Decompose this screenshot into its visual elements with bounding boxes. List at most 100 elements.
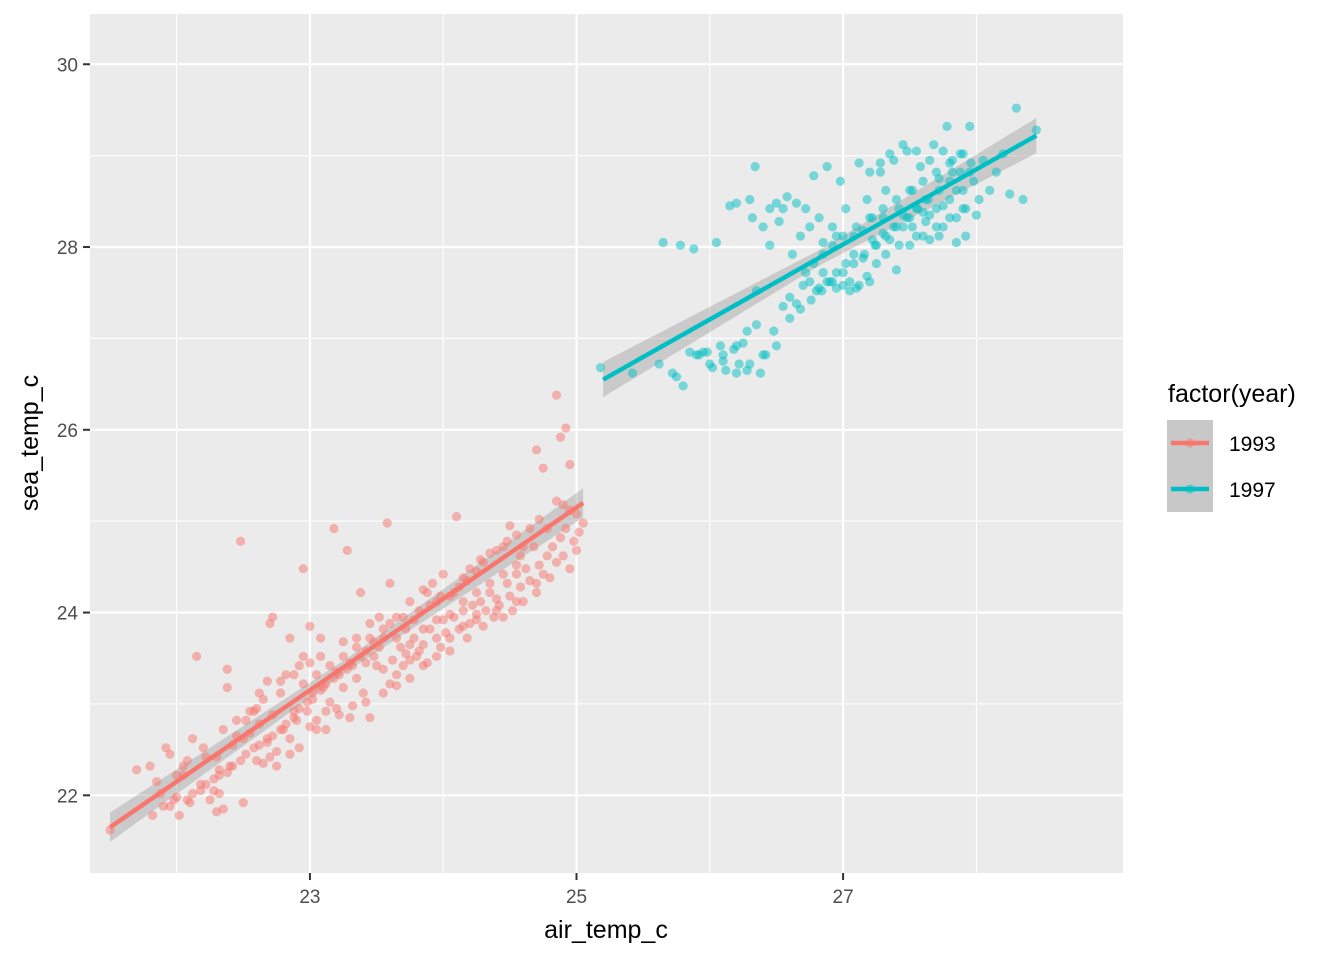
- data-point-1993: [425, 624, 435, 634]
- data-point-1997: [865, 213, 875, 223]
- data-point-1997: [898, 140, 908, 150]
- data-point-1997: [931, 167, 941, 177]
- data-point-1997: [1005, 189, 1015, 199]
- data-point-1993: [182, 795, 192, 805]
- data-point-1993: [435, 642, 446, 652]
- legend-key-point: [1185, 438, 1195, 448]
- data-point-1993: [507, 606, 518, 616]
- data-point-1993: [525, 523, 535, 534]
- data-point-1997: [831, 268, 842, 278]
- data-point-1993: [321, 706, 331, 716]
- axes: 23 25 27 22 24 26 28 30: [57, 55, 854, 908]
- data-point-1997: [969, 176, 979, 186]
- data-point-1993: [315, 633, 326, 643]
- data-point-1993: [498, 612, 508, 622]
- data-point-1997: [849, 258, 859, 269]
- data-point-1993: [315, 685, 326, 695]
- data-point-1993: [475, 596, 486, 607]
- data-point-1997: [942, 121, 952, 132]
- data-point-1997: [654, 359, 664, 369]
- data-point-1997: [731, 198, 742, 208]
- y-tick-label: 26: [57, 421, 78, 442]
- data-point-1993: [294, 743, 304, 753]
- data-point-1993: [196, 786, 206, 796]
- data-point-1993: [302, 706, 312, 716]
- y-tick-label: 30: [57, 55, 78, 76]
- data-point-1997: [822, 162, 832, 172]
- data-point-1993: [198, 743, 208, 753]
- data-point-1997: [958, 149, 968, 159]
- data-point-1997: [985, 185, 995, 195]
- data-point-1997: [881, 249, 891, 259]
- data-point-1993: [565, 564, 575, 574]
- data-point-1997: [818, 237, 828, 248]
- data-point-1993: [228, 761, 238, 771]
- data-point-1993: [551, 390, 562, 400]
- data-point-1993: [534, 514, 544, 524]
- data-point-1993: [365, 633, 375, 643]
- data-point-1993: [465, 564, 475, 574]
- data-point-1993: [315, 651, 326, 662]
- data-point-1997: [705, 359, 715, 369]
- data-point-1993: [214, 788, 224, 799]
- data-point-1993: [148, 810, 158, 821]
- data-point-1993: [387, 655, 398, 665]
- data-point-1997: [818, 268, 828, 278]
- data-point-1993: [365, 713, 375, 723]
- data-point-1997: [805, 277, 815, 287]
- data-point-1993: [531, 578, 542, 588]
- data-point-1997: [1031, 125, 1041, 135]
- data-point-1993: [491, 545, 502, 556]
- legend-label-1997: 1997: [1229, 479, 1276, 502]
- data-point-1997: [913, 204, 923, 214]
- data-point-1997: [951, 185, 961, 195]
- data-point-1993: [254, 688, 264, 698]
- data-point-1997: [731, 368, 742, 378]
- data-point-1993: [378, 624, 388, 634]
- data-point-1993: [289, 670, 299, 680]
- data-point-1993: [174, 810, 184, 821]
- data-point-1993: [325, 697, 335, 707]
- data-point-1993: [561, 523, 571, 534]
- legend-item-1993: 1993: [1167, 420, 1276, 466]
- data-point-1993: [498, 569, 508, 579]
- data-point-1997: [918, 176, 928, 186]
- data-point-1997: [891, 222, 902, 232]
- data-point-1993: [502, 578, 512, 588]
- fit-lines: [108, 133, 1038, 830]
- data-point-1993: [538, 463, 548, 473]
- data-point-1993: [511, 569, 522, 579]
- data-point-1997: [718, 350, 728, 360]
- data-point-1997: [751, 320, 762, 330]
- data-point-1993: [305, 658, 315, 668]
- data-point-1993: [232, 715, 242, 725]
- data-point-1993: [445, 646, 455, 656]
- data-point-1993: [451, 512, 462, 522]
- data-point-1993: [531, 587, 542, 598]
- data-point-1993: [209, 774, 219, 784]
- data-point-1997: [891, 265, 902, 275]
- data-point-1993: [258, 758, 268, 768]
- data-point-1997: [971, 210, 981, 220]
- data-point-1997: [658, 237, 668, 248]
- data-point-1993: [385, 578, 395, 588]
- data-point-1993: [491, 606, 502, 616]
- data-point-1993: [574, 527, 584, 537]
- data-point-1993: [265, 752, 275, 762]
- data-point-1997: [951, 213, 961, 223]
- data-point-1993: [382, 518, 392, 528]
- data-point-1997: [934, 231, 944, 241]
- data-point-1997: [841, 258, 851, 269]
- data-point-1993: [555, 432, 566, 442]
- data-point-1997: [931, 222, 941, 232]
- fit-line-1993: [108, 501, 585, 830]
- data-point-1993: [418, 660, 428, 671]
- data-point-1997: [795, 304, 806, 314]
- data-point-1993: [505, 521, 515, 531]
- data-point-1997: [915, 162, 925, 172]
- data-point-1997: [966, 158, 976, 168]
- data-point-1997: [925, 210, 935, 220]
- data-point-1997: [685, 347, 695, 357]
- data-point-1997: [881, 231, 891, 241]
